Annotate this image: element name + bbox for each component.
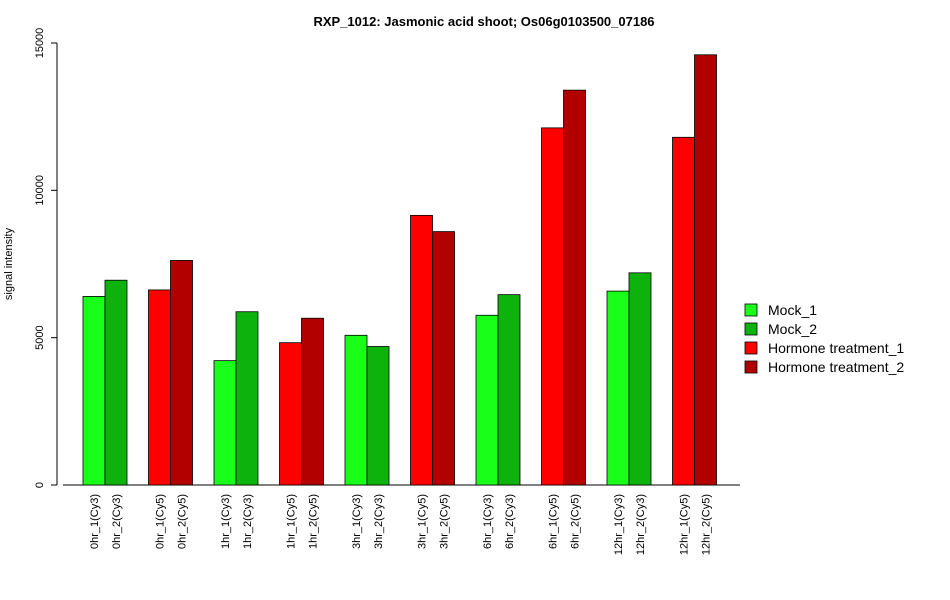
bar	[475, 314, 499, 486]
bar	[366, 346, 390, 486]
x-tick-label: 0hr_1(Cy5)	[155, 494, 167, 549]
x-tick-labels: 0hr_1(Cy3) 0hr_2(Cy3) 0hr_1(Cy5) 0hr_2(Cy5)…	[89, 494, 713, 555]
y-tick-label: 15000	[34, 28, 46, 59]
x-tick-label: 0hr_2(Cy5)	[177, 494, 189, 549]
x-tick-label: 0hr_1(Cy3)	[89, 494, 101, 549]
bars	[82, 54, 717, 486]
bar	[563, 89, 586, 486]
x-tick-label: 12hr_1(Cy3)	[613, 494, 625, 555]
legend-label: Hormone treatment_2	[768, 359, 904, 375]
bar	[279, 342, 302, 486]
legend-swatch	[744, 360, 758, 374]
x-tick-label: 1hr_2(Cy5)	[308, 494, 320, 549]
bar	[170, 260, 193, 486]
bar	[672, 136, 695, 486]
x-tick-label: 3hr_1(Cy3)	[351, 494, 363, 549]
bar	[606, 290, 630, 486]
legend-swatch	[744, 303, 758, 317]
legend-label: Hormone treatment_1	[768, 340, 904, 356]
bar	[213, 360, 237, 486]
y-axis-label: signal intensity	[3, 227, 15, 300]
bar	[541, 127, 564, 486]
bar	[148, 289, 171, 486]
chart-title: RXP_1012: Jasmonic acid shoot; Os06g0103…	[313, 14, 654, 29]
bar	[104, 279, 128, 486]
x-tick-label: 3hr_1(Cy5)	[417, 494, 429, 549]
y-tick-label: 5000	[34, 325, 46, 349]
x-tick-label: 6hr_2(Cy3)	[504, 494, 516, 549]
x-tick-label: 6hr_1(Cy3)	[482, 494, 494, 549]
bar	[410, 214, 433, 486]
bar	[694, 54, 717, 486]
x-tick-label: 6hr_2(Cy5)	[570, 494, 582, 549]
x-tick-label: 3hr_2(Cy3)	[373, 494, 385, 549]
legend-swatch	[744, 341, 758, 355]
x-tick-label: 6hr_1(Cy5)	[548, 494, 560, 549]
legend-label: Mock_2	[768, 321, 817, 337]
bar	[235, 311, 259, 486]
x-tick-label: 12hr_1(Cy5)	[679, 494, 691, 555]
x-tick-label: 12hr_2(Cy5)	[701, 494, 713, 555]
bar	[628, 272, 652, 486]
x-tick-label: 3hr_2(Cy5)	[439, 494, 451, 549]
bar	[497, 294, 521, 486]
bar	[432, 231, 455, 486]
legend: Mock_1 Mock_2 Hormone treatment_1 Hormone t…	[744, 302, 904, 375]
bar	[301, 317, 324, 486]
legend-label: Mock_1	[768, 302, 817, 318]
legend-swatch	[744, 322, 758, 336]
x-tick-label: 1hr_2(Cy3)	[242, 494, 254, 549]
x-tick-label: 1hr_1(Cy5)	[286, 494, 298, 549]
x-tick-label: 1hr_1(Cy3)	[220, 494, 232, 549]
x-tick-label: 12hr_2(Cy3)	[635, 494, 647, 555]
y-tick-label: 0	[34, 482, 46, 488]
y-axis: 0 5000 10000 15000	[34, 28, 58, 488]
bar	[344, 334, 368, 486]
y-tick-label: 10000	[34, 175, 46, 206]
x-tick-label: 0hr_2(Cy3)	[111, 494, 123, 549]
bar	[82, 296, 106, 486]
